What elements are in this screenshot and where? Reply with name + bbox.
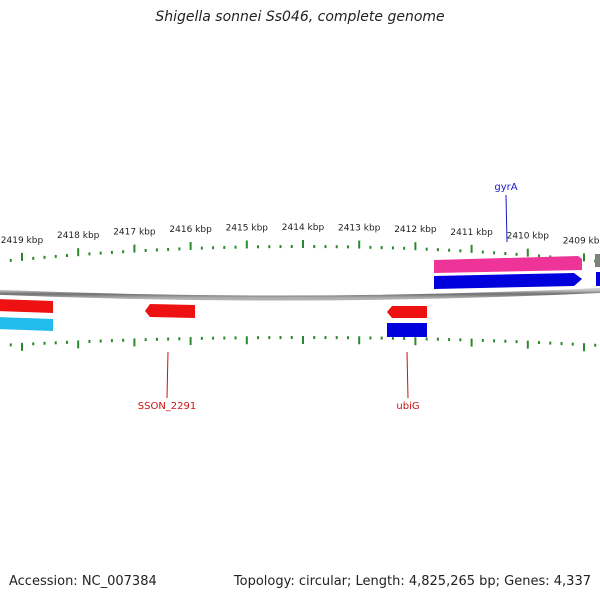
feature-shape[interactable]	[387, 323, 427, 337]
feature-shape[interactable]	[387, 306, 427, 318]
scale-label: 2411 kbp	[450, 228, 493, 238]
scale-label: 2419 kbp	[1, 236, 44, 246]
feature-shape[interactable]	[145, 304, 195, 318]
scale-labels: 2419 kbp 2418 kbp 2417 kbp 2416 kbp 2415 kbp…	[1, 223, 600, 246]
map-title: Shigella sonnei Ss046, complete genome	[155, 9, 445, 25]
scale-label: 2413 kbp	[338, 224, 381, 234]
feature-gyra-blue[interactable]	[434, 273, 582, 289]
feature-sson-2291[interactable]	[145, 304, 195, 318]
gene-callout-line	[406, 351, 409, 399]
feature-left-cyan[interactable]	[0, 317, 53, 331]
feature-ubig-blue[interactable]	[387, 323, 427, 337]
gene-callout-sson-2291[interactable]: SSON_2291	[138, 351, 197, 412]
scale-label: 2415 kbp	[226, 223, 269, 233]
feature-right-edge-gray[interactable]	[595, 254, 600, 267]
feature-shape[interactable]	[596, 272, 600, 286]
gene-callout-ubig[interactable]: ubiG	[396, 351, 420, 412]
outer-tick-ring	[9, 240, 597, 263]
inner-tick-ring	[9, 336, 597, 352]
scale-label: 2409 kbp	[563, 236, 600, 246]
feature-left-red[interactable]	[0, 299, 53, 313]
genome-backbone	[0, 287, 600, 301]
scale-label: 2414 kbp	[282, 223, 325, 233]
accession-text: Accession: NC_007384	[9, 574, 157, 589]
feature-gyra-pink[interactable]	[434, 256, 582, 273]
scale-label: 2416 kbp	[169, 225, 212, 235]
scale-label: 2412 kbp	[394, 225, 437, 235]
gene-label-sson-2291[interactable]: SSON_2291	[138, 401, 197, 412]
gene-label-gyra[interactable]: gyrA	[494, 182, 517, 193]
feature-shape[interactable]	[0, 299, 53, 313]
feature-shape[interactable]	[434, 256, 582, 273]
scale-label: 2410 kbp	[507, 232, 550, 242]
feature-shape[interactable]	[434, 273, 582, 289]
feature-right-edge-blue[interactable]	[596, 272, 600, 286]
gene-label-ubig[interactable]: ubiG	[396, 401, 419, 412]
feature-ubig-red[interactable]	[387, 306, 427, 318]
feature-shape[interactable]	[0, 317, 53, 331]
gene-callout-line	[166, 351, 169, 399]
feature-shape[interactable]	[595, 254, 600, 267]
scale-label: 2417 kbp	[113, 228, 156, 238]
gene-callout-line	[505, 194, 508, 243]
genome-summary-text: Topology: circular; Length: 4,825,265 bp…	[233, 574, 591, 589]
gene-callout-gyra[interactable]: gyrA	[494, 182, 518, 243]
scale-label: 2418 kbp	[57, 231, 100, 241]
